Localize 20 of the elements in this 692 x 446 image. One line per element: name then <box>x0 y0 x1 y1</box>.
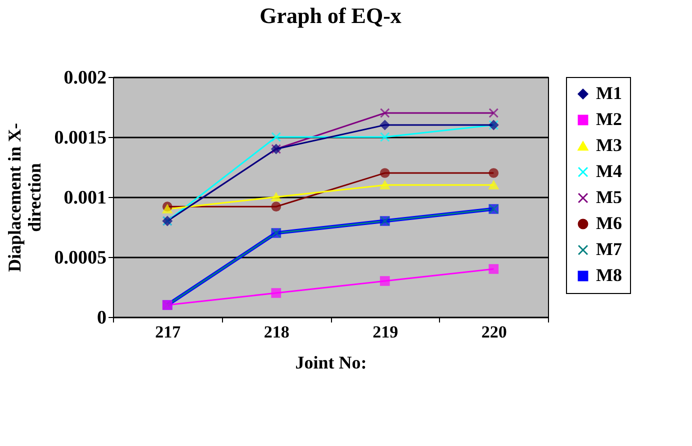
legend-label: M2 <box>596 109 622 129</box>
legend-label: M6 <box>596 213 622 233</box>
x-tick-label: 219 <box>372 322 398 342</box>
x-axis-title: Joint No: <box>295 352 367 372</box>
legend-label: M1 <box>596 83 622 103</box>
y-tick-label: 0.0005 <box>54 248 106 268</box>
legend-label: M7 <box>596 239 622 259</box>
legend-label: M5 <box>596 187 622 207</box>
x-tick-label: 218 <box>264 322 290 342</box>
chart-title: Graph of EQ-x <box>260 3 402 28</box>
legend-label: M8 <box>596 265 622 285</box>
x-tick-label: 220 <box>481 322 507 342</box>
legend-label: M4 <box>596 161 622 181</box>
y-tick-label: 0.002 <box>64 68 106 88</box>
y-axis-title: Diaplacement in X-direction <box>4 123 44 272</box>
x-tick-label: 217 <box>155 322 182 342</box>
y-tick-label: 0 <box>97 308 106 328</box>
legend-label: M3 <box>596 135 622 155</box>
y-tick-label: 0.001 <box>64 188 106 208</box>
y-tick-label: 0.0015 <box>54 128 106 148</box>
